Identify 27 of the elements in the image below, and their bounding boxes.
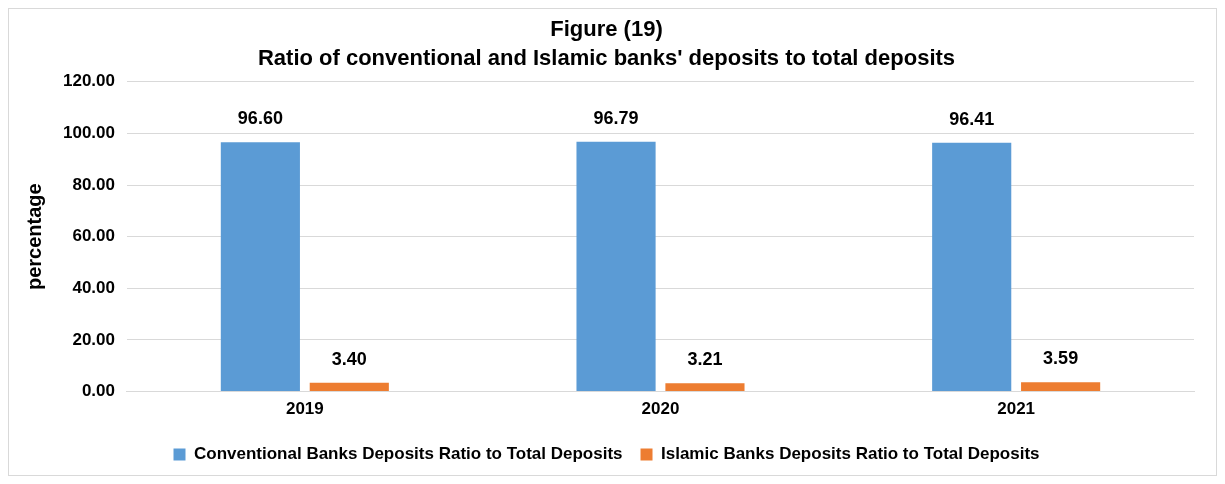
x-tick-label: 2021 [997, 399, 1036, 419]
y-tick-label: 120.00 [63, 71, 115, 91]
data-label: 3.40 [331, 348, 367, 369]
y-tick-label: 20.00 [72, 329, 115, 349]
y-tick-label: 40.00 [72, 278, 115, 298]
data-label: 96.60 [237, 108, 283, 129]
legend-label: Conventional Banks Deposits Ratio to Total Deposits [194, 444, 623, 464]
bar [1021, 382, 1101, 392]
bar [665, 383, 745, 392]
bar [932, 142, 1012, 392]
data-label: 96.41 [949, 108, 995, 129]
x-tick-label: 2019 [285, 399, 324, 419]
chart-title: Figure (19) [550, 16, 663, 42]
y-tick-label: 0.00 [81, 381, 115, 401]
bar [576, 141, 656, 392]
data-label: 96.79 [593, 107, 639, 128]
chart-subtitle: Ratio of conventional and Islamic banks' deposits to total deposits [257, 44, 956, 70]
y-tick-label: 100.00 [63, 123, 115, 143]
y-axis-title: percentage [22, 183, 45, 291]
x-tick-label: 2020 [641, 399, 680, 419]
bar [309, 382, 389, 392]
y-tick-label: 60.00 [72, 226, 115, 246]
legend-label: Islamic Banks Deposits Ratio to Total Deposits [661, 444, 1040, 464]
data-label: 3.21 [687, 349, 723, 370]
data-label: 3.59 [1043, 348, 1079, 369]
bar [220, 142, 300, 392]
y-tick-label: 80.00 [72, 174, 115, 194]
